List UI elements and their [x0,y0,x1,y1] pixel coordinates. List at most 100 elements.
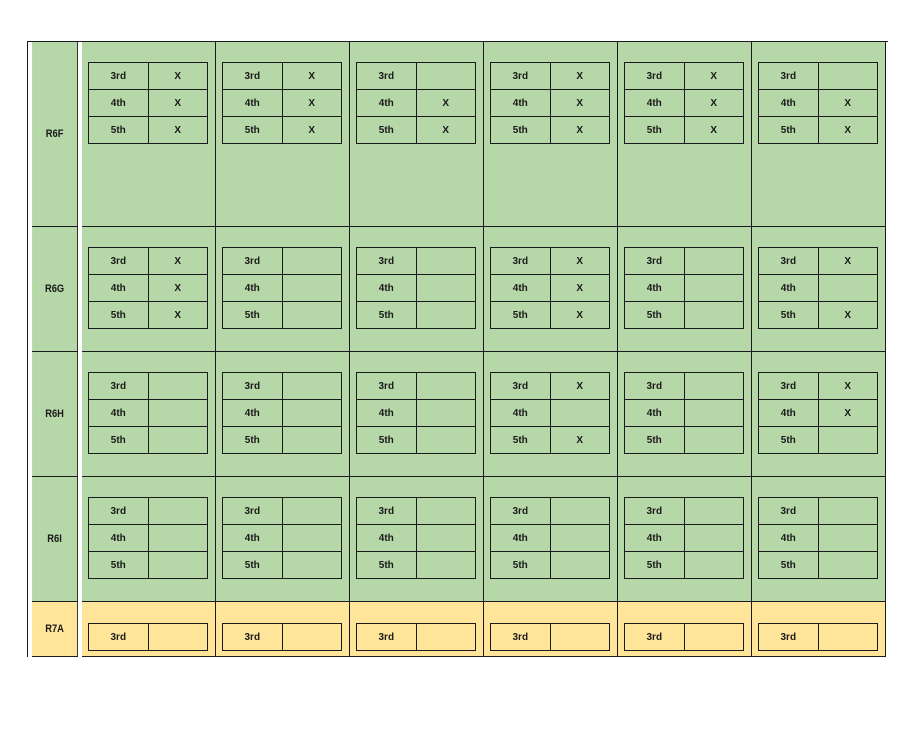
grade-mark: X [817,89,879,117]
grade-label: 5th [490,426,551,454]
grade-row: 5th [356,426,477,454]
grid-cell: 3rd X 4th X 5th X [216,42,350,227]
grade-label: 3rd [88,623,149,651]
grade-mark [281,274,343,302]
grade-label: 4th [624,524,685,552]
grade-label: 4th [624,274,685,302]
grade-table: 3rd 4th 5th [624,497,745,579]
grade-mark: X [147,116,209,144]
grade-table: 3rd 4th 5th [758,497,879,579]
row-label: R6I [32,477,78,602]
grade-label: 4th [490,524,551,552]
grade-table: 3rd 4th 5th [88,372,209,454]
grade-mark: X [549,62,611,90]
grade-row: 4th [88,399,209,427]
grade-label: 5th [88,426,149,454]
grade-table: 3rd 4th 5th [356,247,477,329]
grade-row: 5th X [88,301,209,329]
grade-label: 3rd [758,247,819,275]
grade-row: 3rd [88,497,209,525]
grade-mark: X [281,116,343,144]
grade-mark: X [281,62,343,90]
grid-cell: 3rd X 4th X 5th X [618,42,752,227]
grade-row: 5th [88,426,209,454]
grade-row: 3rd [356,623,477,651]
grade-label: 3rd [758,62,819,90]
grid-cell: 3rd [618,602,752,657]
grade-row: 5th [758,551,879,579]
grade-mark: X [683,116,745,144]
grade-mark [147,399,209,427]
grade-label: 4th [356,274,417,302]
grade-mark: X [549,116,611,144]
grade-row: 3rd X [490,372,611,400]
grade-mark [683,623,745,651]
grade-label: 3rd [88,62,149,90]
grade-mark: X [281,89,343,117]
grade-mark [281,372,343,400]
grade-mark: X [817,116,879,144]
grade-row: 5th [356,551,477,579]
grade-row: 5th X [356,116,477,144]
grade-row: 4th X [490,274,611,302]
grade-row: 4th [624,524,745,552]
grade-mark [415,247,477,275]
grid-cell: 3rd X 4th X 5th X [484,42,618,227]
grid-cell: 3rd 4th 5th [216,352,350,477]
grade-table: 3rd X 4th 5th X [758,247,879,329]
grade-mark: X [549,301,611,329]
grid-row-r6h: R6H 3rd 4th 5th 3rd 4th 5th 3rd 4th 5th 3rd X 4th 5th… [28,352,888,477]
grade-label: 3rd [356,623,417,651]
grade-row: 4th [490,524,611,552]
grade-label: 5th [356,301,417,329]
grade-table: 3rd X 4th X 5th [758,372,879,454]
grid-cell: 3rd X 4th 5th X [484,352,618,477]
grade-row: 3rd X [88,62,209,90]
grade-row: 4th [356,399,477,427]
grade-row: 5th [356,301,477,329]
grid-cell: 3rd 4th 5th [82,352,216,477]
grade-mark [817,62,879,90]
grade-label: 4th [624,399,685,427]
grade-mark [817,623,879,651]
grid-cell: 3rd 4th 5th [350,227,484,352]
grade-label: 3rd [624,62,685,90]
grade-row: 3rd [222,247,343,275]
grade-label: 5th [356,426,417,454]
grade-label: 4th [758,274,819,302]
grade-label: 3rd [222,372,283,400]
grade-mark: X [549,247,611,275]
grade-row: 3rd X [758,247,879,275]
grade-table: 3rd [222,623,343,651]
grade-mark: X [549,372,611,400]
grade-row: 3rd [222,372,343,400]
grade-mark: X [683,89,745,117]
grade-mark [281,301,343,329]
grade-mark [549,497,611,525]
grade-table: 3rd 4th 5th [222,497,343,579]
grade-label: 4th [88,399,149,427]
grade-mark [415,372,477,400]
grid-cell: 3rd 4th 5th [216,477,350,602]
grade-row: 4th [356,274,477,302]
grid-cell: 3rd X 4th X 5th [752,352,886,477]
grade-mark [549,551,611,579]
grade-label: 4th [222,524,283,552]
grade-row: 5th X [490,116,611,144]
grade-mark [415,274,477,302]
grade-mark [683,301,745,329]
grade-label: 5th [88,116,149,144]
grade-label: 3rd [490,62,551,90]
grade-mark [281,247,343,275]
grade-mark [281,426,343,454]
grid-cell: 3rd X 4th 5th X [752,227,886,352]
grade-mark [817,426,879,454]
grade-label: 4th [758,399,819,427]
grade-mark: X [549,426,611,454]
grade-label: 4th [356,399,417,427]
grade-label: 5th [758,116,819,144]
grade-label: 3rd [356,247,417,275]
grade-label: 5th [624,116,685,144]
grade-label: 5th [490,116,551,144]
grade-row: 4th X [356,89,477,117]
